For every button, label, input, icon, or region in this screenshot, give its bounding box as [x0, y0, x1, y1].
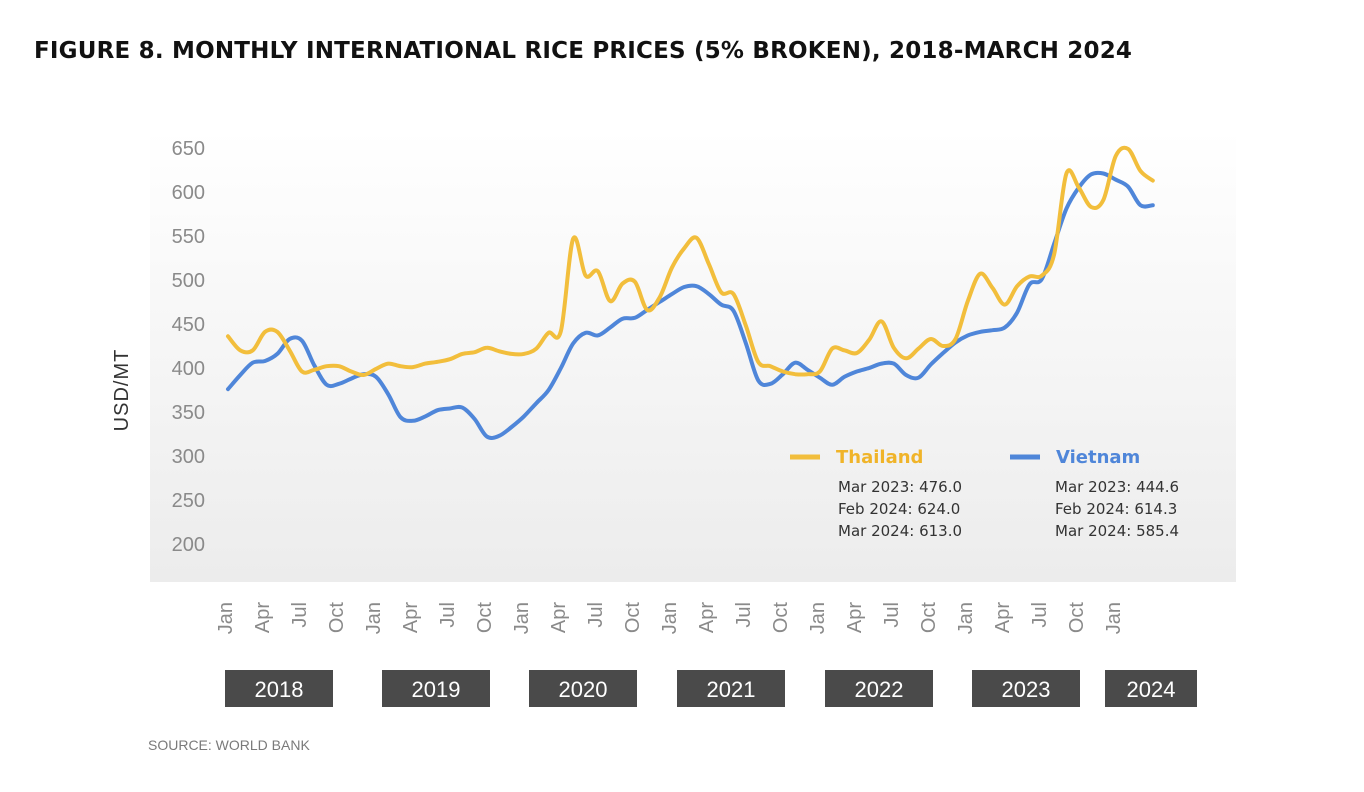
- x-tick-label: Oct: [918, 602, 940, 634]
- chart-title: FIGURE 8. MONTHLY INTERNATIONAL RICE PRI…: [34, 38, 1133, 64]
- year-box: [677, 670, 785, 707]
- year-box: [825, 670, 933, 707]
- y-tick-label: 200: [172, 534, 205, 556]
- year-label: 2021: [707, 677, 756, 702]
- x-tick-label: Jan: [955, 602, 977, 634]
- y-tick-label: 250: [172, 490, 205, 512]
- x-tick-label: Jul: [289, 602, 311, 628]
- x-tick-label: Jul: [437, 602, 459, 628]
- year-label: 2020: [559, 677, 608, 702]
- year-box: [382, 670, 490, 707]
- series-line-vietnam: [226, 170, 1155, 440]
- year-box: [225, 670, 333, 707]
- legend-value-vietnam-1: Feb 2024: 614.3: [1055, 500, 1177, 518]
- legend-label-thailand: Thailand: [836, 447, 923, 468]
- x-tick-label: Apr: [400, 602, 422, 633]
- year-box: [972, 670, 1080, 707]
- x-tick-label: Jul: [733, 602, 755, 628]
- x-tick-label: Jan: [659, 602, 681, 634]
- x-tick-label: Oct: [622, 602, 644, 634]
- y-tick-label: 600: [172, 182, 205, 204]
- year-label: 2023: [1002, 677, 1051, 702]
- x-tick-label: Jan: [1103, 602, 1125, 634]
- legend-value-vietnam-2: Mar 2024: 585.4: [1055, 522, 1179, 540]
- year-label: 2022: [855, 677, 904, 702]
- source-note: SOURCE: WORLD BANK: [148, 737, 310, 753]
- y-axis-label: USD/MT: [111, 349, 133, 432]
- x-tick-label: Oct: [474, 602, 496, 634]
- x-tick-label: Jan: [511, 602, 533, 634]
- y-tick-label: 350: [172, 402, 205, 424]
- legend-value-vietnam-0: Mar 2023: 444.6: [1055, 478, 1179, 496]
- x-tick-label: Jul: [1029, 602, 1051, 628]
- x-tick-label: Apr: [992, 602, 1014, 633]
- y-tick-label: 500: [172, 270, 205, 292]
- legend-value-thailand-2: Mar 2024: 613.0: [838, 522, 962, 540]
- x-tick-label: Jan: [215, 602, 237, 634]
- x-tick-label: Jul: [585, 602, 607, 628]
- x-tick-label: Jan: [363, 602, 385, 634]
- x-tick-label: Apr: [844, 602, 866, 633]
- year-box: [529, 670, 637, 707]
- year-label: 2024: [1127, 677, 1176, 702]
- x-tick-label: Jan: [807, 602, 829, 634]
- x-tick-label: Oct: [1066, 602, 1088, 634]
- y-tick-label: 450: [172, 314, 205, 336]
- legend: Thailand Mar 2023: 476.0 Feb 2024: 624.0…: [790, 447, 1179, 540]
- legend-label-vietnam: Vietnam: [1056, 447, 1140, 468]
- y-tick-label: 300: [172, 446, 205, 468]
- y-tick-label: 550: [172, 226, 205, 248]
- plot-background: [150, 130, 1236, 582]
- year-box: [1105, 670, 1197, 707]
- legend-value-thailand-1: Feb 2024: 624.0: [838, 500, 960, 518]
- x-tick-label: Jul: [881, 602, 903, 628]
- year-label: 2019: [412, 677, 461, 702]
- x-tick-label: Apr: [548, 602, 570, 633]
- x-tick-label: Apr: [252, 602, 274, 633]
- series-line-thailand: [226, 145, 1155, 378]
- x-tick-label: Oct: [770, 602, 792, 634]
- year-label: 2018: [255, 677, 304, 702]
- legend-value-thailand-0: Mar 2023: 476.0: [838, 478, 962, 496]
- x-tick-label: Oct: [326, 602, 348, 634]
- y-tick-label: 400: [172, 358, 205, 380]
- y-tick-label: 650: [172, 138, 205, 160]
- x-tick-label: Apr: [696, 602, 718, 633]
